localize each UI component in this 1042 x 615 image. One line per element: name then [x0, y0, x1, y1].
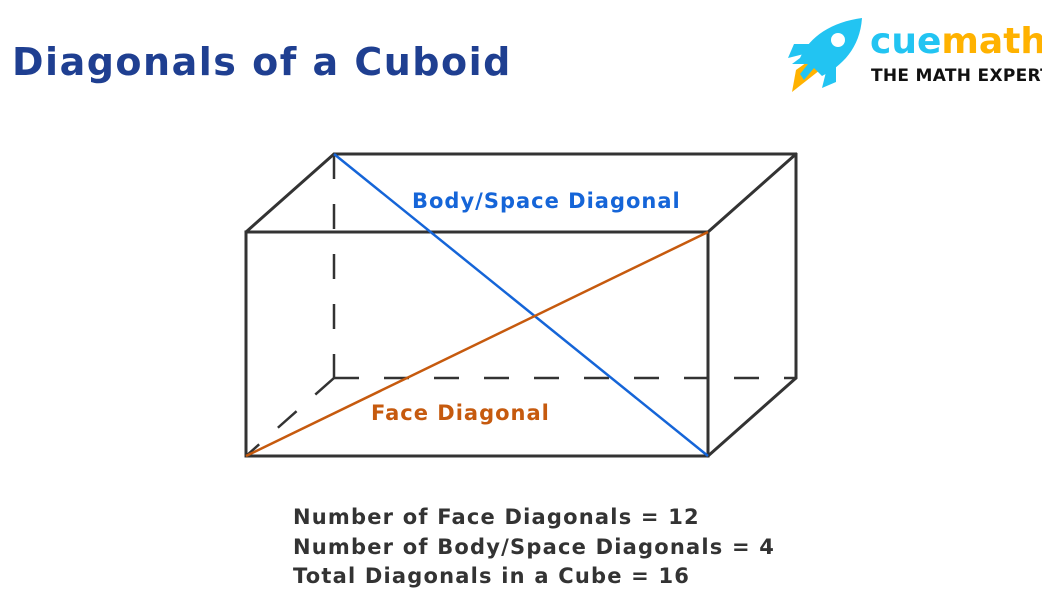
diagonal-facts: Number of Face Diagonals = 12 Number of … — [293, 503, 775, 592]
logo-word-cue: cue — [870, 21, 942, 62]
body-diagonal-label: Body/Space Diagonal — [412, 189, 681, 213]
hidden-edge-depth-bottom-left — [245, 377, 335, 457]
depth-edge-bottom-right — [706, 376, 798, 458]
front-face — [244, 230, 710, 458]
logo-wordmark: cuemath — [870, 22, 1042, 62]
fact-total-diagonals: Total Diagonals in a Cube = 16 — [293, 564, 691, 588]
logo-word-math: math — [941, 21, 1042, 62]
rocket-icon — [788, 18, 862, 92]
depth-edge-top-left — [244, 152, 336, 234]
fact-face-diagonals: Number of Face Diagonals = 12 — [293, 505, 700, 529]
face-diagonal-label: Face Diagonal — [371, 401, 550, 425]
body-diagonal-line — [333, 153, 709, 457]
face-diagonal-line — [245, 230, 709, 458]
page-title: Diagonals of a Cuboid — [12, 40, 512, 84]
logo-tagline: THE MATH EXPERT — [871, 66, 1042, 86]
cuemath-logo: cuemath THE MATH EXPERT — [780, 14, 1042, 94]
fact-body-diagonals: Number of Body/Space Diagonals = 4 — [293, 534, 776, 559]
depth-edge-top-right — [706, 152, 798, 234]
